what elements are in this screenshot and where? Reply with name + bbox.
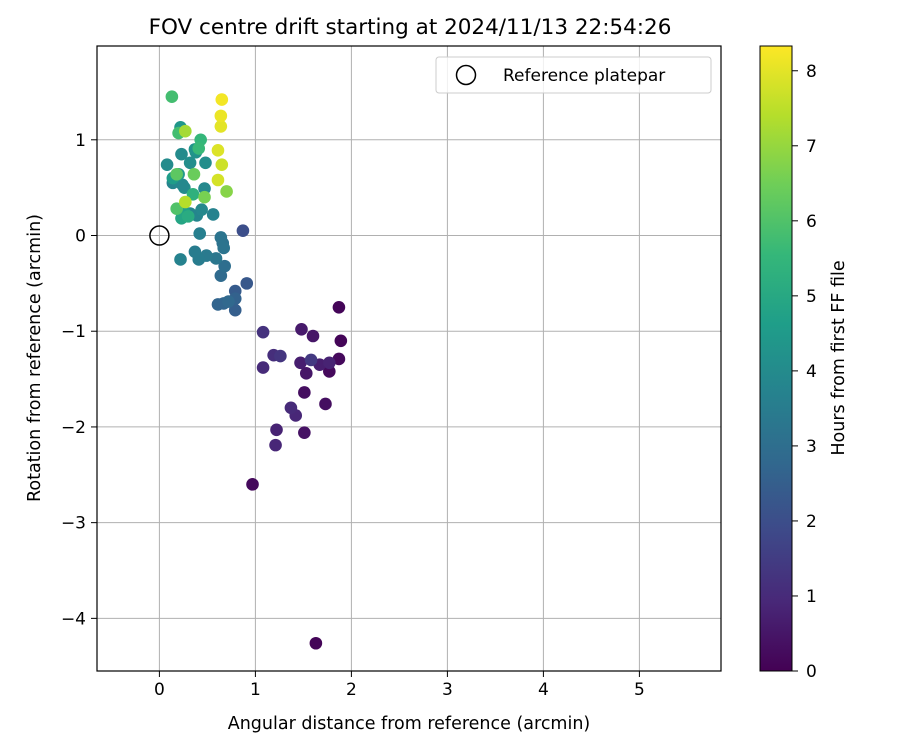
- scatter-point: [319, 397, 332, 411]
- scatter-point: [332, 352, 346, 366]
- legend-label: Reference platepar: [503, 66, 665, 86]
- scatter-point: [256, 361, 270, 374]
- scatter-point: [181, 210, 195, 223]
- scatter-point: [198, 190, 211, 204]
- scatter-point: [165, 90, 179, 104]
- scatter-point: [222, 295, 235, 308]
- scatter-point: [206, 208, 220, 221]
- y-axis-label: Rotation from reference (arcmin): [25, 214, 45, 502]
- scatter-point: [299, 367, 313, 380]
- scatter-point: [214, 120, 228, 133]
- scatter-point: [332, 300, 346, 314]
- reference-marker: [149, 225, 170, 246]
- scatter-point: [298, 426, 311, 439]
- colorbar-ticks: 0 1 2 3 4 5 6 7 8: [792, 62, 817, 682]
- scatter-point: [274, 349, 287, 363]
- scatter-point: [334, 334, 348, 348]
- y-tick-label: 0: [75, 227, 86, 247]
- x-axis-ticks: 0 1 2 3 4 5: [154, 671, 645, 700]
- scatter-point: [187, 167, 201, 181]
- y-tick-label: −3: [61, 514, 86, 534]
- scatter-point: [284, 401, 298, 415]
- scatter-point: [170, 167, 183, 181]
- scatter-point: [306, 329, 320, 343]
- scatter-point: [214, 269, 228, 283]
- scatter-point: [198, 182, 211, 195]
- colorbar: 0 1 2 3 4 5 6 7 8 Hours from first FF file: [759, 45, 849, 682]
- scatter-point: [215, 158, 229, 171]
- scatter-point: [220, 185, 233, 198]
- scatter-point: [183, 156, 197, 170]
- scatter-point: [211, 173, 225, 187]
- scatter-point: [175, 147, 188, 161]
- scatter-point: [192, 142, 206, 155]
- y-axis-ticks: −4 −3 −2 −1 0 1: [61, 131, 97, 629]
- scatter-point: [214, 231, 228, 244]
- scatter-point: [174, 253, 187, 266]
- scatter-point: [304, 353, 318, 367]
- scatter-point: [309, 636, 323, 650]
- scatter-point: [217, 241, 231, 255]
- scatter-point: [209, 252, 223, 265]
- plot-area-frame: [96, 45, 722, 672]
- x-tick-label: 2: [346, 680, 357, 700]
- colorbar-tick-label: 3: [806, 437, 817, 457]
- scatter-point: [211, 144, 225, 157]
- scatter-point: [294, 356, 307, 370]
- colorbar-label: Hours from first FF file: [829, 260, 849, 455]
- scatter-point: [179, 124, 192, 138]
- scatter-point: [270, 423, 283, 437]
- y-tick-label: −2: [61, 418, 86, 438]
- chart-title: FOV centre drift starting at 2024/11/13 …: [149, 15, 672, 40]
- x-tick-label: 4: [538, 680, 549, 700]
- colorbar-tick-label: 7: [806, 137, 817, 157]
- scatter-point: [160, 158, 174, 171]
- legend-reference-marker: [455, 64, 477, 86]
- colorbar-tick-label: 8: [806, 62, 817, 82]
- legend-box: [435, 56, 712, 94]
- legend: Reference platepar: [435, 56, 712, 94]
- colorbar-tick-label: 2: [806, 512, 817, 532]
- x-tick-label: 1: [250, 680, 261, 700]
- scatter-point: [215, 93, 229, 106]
- scatter-point: [269, 438, 282, 452]
- scatter-point: [186, 188, 200, 201]
- colorbar-tick-label: 5: [806, 287, 817, 307]
- colorbar-tick-label: 6: [806, 212, 817, 232]
- reference-point: [149, 225, 170, 246]
- scatter-point: [323, 365, 336, 378]
- scatter-point: [295, 323, 308, 336]
- scatter-point: [188, 245, 202, 259]
- scatter-point: [214, 109, 228, 123]
- grid-lines: [97, 46, 721, 671]
- scatter-point: [195, 203, 208, 216]
- colorbar-tick-label: 1: [806, 587, 817, 607]
- colorbar-tick-label: 4: [806, 362, 817, 382]
- scatter-point: [236, 224, 250, 238]
- x-tick-label: 0: [154, 680, 165, 700]
- scatter-point: [256, 325, 270, 339]
- scatter-point: [228, 303, 242, 317]
- scatter-point: [179, 195, 192, 209]
- data-points: [160, 90, 348, 650]
- y-tick-label: −4: [61, 609, 86, 629]
- scatter-point: [240, 277, 254, 290]
- scatter-point: [246, 478, 259, 491]
- scatter-point: [170, 202, 183, 216]
- y-tick-label: −1: [61, 322, 86, 342]
- scatter-point: [218, 259, 231, 273]
- scatter-point: [199, 156, 212, 170]
- scatter-point: [323, 356, 336, 370]
- x-tick-label: 3: [442, 680, 453, 700]
- x-tick-label: 5: [634, 680, 645, 700]
- scatter-point: [298, 386, 311, 399]
- colorbar-gradient: [759, 45, 793, 672]
- y-tick-label: 1: [75, 131, 86, 151]
- colorbar-tick-label: 0: [806, 662, 817, 682]
- x-axis-label: Angular distance from reference (arcmin): [228, 714, 591, 734]
- scatter-point: [193, 227, 207, 240]
